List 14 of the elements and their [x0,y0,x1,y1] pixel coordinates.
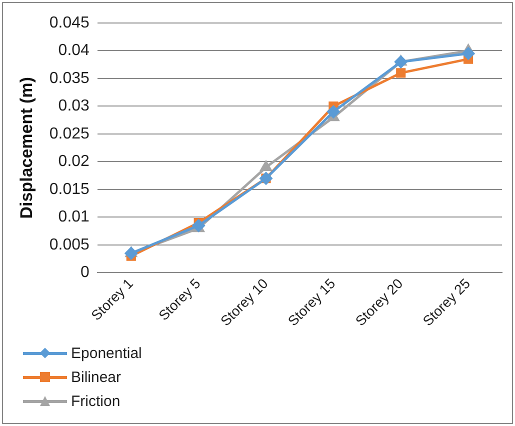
y-tick-label: 0.015 [49,180,90,198]
legend-label: Bilinear [71,368,122,386]
legend-label: Friction [71,392,120,410]
legend-label: Eponential [71,344,142,362]
y-tick-label: 0.04 [58,42,90,60]
y-tick-label: 0.005 [49,236,90,254]
y-tick-label: 0 [80,264,90,282]
y-tick-label: 0.025 [49,125,90,142]
y-tick-label: 0.045 [49,14,90,32]
y-tick-label: 0.03 [58,98,90,115]
y-axis-title: Displacement (m) [16,77,36,219]
y-tick-label: 0.01 [58,208,90,226]
y-tick-label: 0.035 [49,70,90,87]
y-tick-label: 0.02 [58,153,90,170]
